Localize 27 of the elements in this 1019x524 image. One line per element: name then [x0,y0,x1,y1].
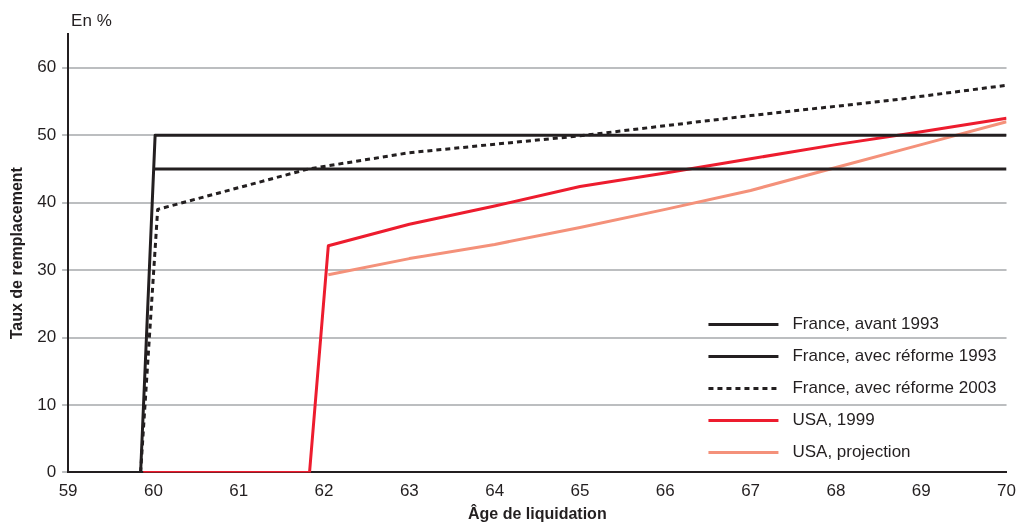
x-tick-label: 63 [399,481,419,501]
x-tick-label: 66 [655,481,675,501]
y-tick-label: 30 [37,259,57,279]
x-tick-label: 64 [485,481,505,501]
y-tick-label: 60 [37,57,57,77]
x-tick-label: 68 [826,481,846,501]
x-axis-title: Âge de liquidation [467,503,607,522]
x-tick-label: 69 [911,481,931,501]
legend-label: France, avec réforme 2003 [792,378,997,398]
y-axis-title: Taux de remplacement [8,166,26,340]
legend-label: France, avec réforme 1993 [792,346,997,366]
x-tick-label: 61 [229,481,249,501]
legend-label: USA, projection [792,442,911,462]
x-tick-label: 62 [314,481,334,501]
y-tick-label: 40 [37,192,57,212]
x-tick-label: 59 [58,481,78,501]
y-tick-label: 50 [37,124,57,144]
y-tick-label: 10 [37,394,57,414]
x-tick-label: 65 [570,481,590,501]
y-tick-label: 0 [46,462,57,482]
x-tick-label: 60 [143,481,163,501]
legend-label: France, avant 1993 [792,314,939,334]
x-tick-label: 67 [741,481,761,501]
x-tick-label: 70 [997,481,1017,501]
text: En % [71,11,112,31]
y-tick-label: 20 [37,327,57,347]
legend-label: USA, 1999 [792,410,875,430]
